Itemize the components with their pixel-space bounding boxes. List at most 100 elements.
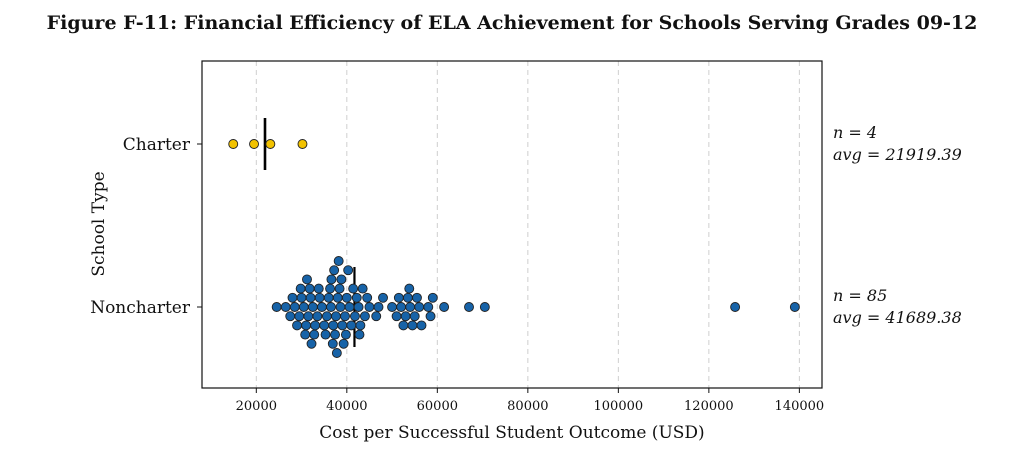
point-noncharter [351,292,362,303]
point-noncharter [300,329,311,340]
point-noncharter [346,320,357,331]
point-noncharter [357,283,368,294]
point-noncharter [405,302,416,312]
point-noncharter [320,329,331,340]
point-noncharter [373,302,384,312]
point-noncharter [340,311,350,322]
point-noncharter [340,329,351,340]
point-noncharter [354,329,365,340]
y-axis-label: School Type [89,171,109,276]
point-noncharter [412,292,422,303]
point-noncharter [338,338,349,349]
point-noncharter [323,292,334,303]
point-noncharter [402,292,413,303]
point-noncharter [730,302,741,312]
point-charter [297,139,308,149]
point-noncharter [285,311,296,322]
point-noncharter [479,302,490,312]
point-noncharter [287,292,298,303]
point-noncharter [328,320,339,331]
point-charter [265,139,276,149]
point-noncharter [336,274,347,285]
point-noncharter [302,274,312,285]
point-noncharter [334,283,345,294]
point-noncharter [289,302,300,312]
point-noncharter [326,302,336,312]
point-noncharter [331,348,342,358]
point-noncharter [280,302,291,312]
point-noncharter [330,329,340,340]
point-charter [228,139,239,149]
point-noncharter [425,311,436,322]
point-noncharter [789,302,800,312]
point-noncharter [396,302,407,312]
annotation-noncharter-avg: avg = 41689.38 [833,308,962,327]
point-noncharter [341,292,352,303]
point-noncharter [407,320,418,331]
point-noncharter [306,338,317,349]
x-tick-label: 140000 [775,399,825,414]
point-charter [249,139,259,149]
point-noncharter [310,320,321,331]
point-noncharter [295,283,306,294]
category-label-noncharter: Noncharter [90,298,191,318]
point-noncharter [427,292,438,303]
x-axis-label: Cost per Successful Student Outcome (USD… [319,423,704,443]
point-noncharter [292,320,302,331]
point-noncharter [332,292,343,303]
point-noncharter [313,283,324,294]
point-noncharter [337,320,348,331]
point-noncharter [316,302,327,312]
point-noncharter [305,292,316,303]
point-noncharter [409,311,420,322]
point-noncharter [329,265,340,276]
annotation-charter-avg: avg = 21919.39 [833,145,962,164]
point-noncharter [298,302,309,312]
point-noncharter [312,311,323,322]
point-noncharter [314,292,325,303]
point-noncharter [404,283,415,294]
point-noncharter [393,292,404,303]
point-noncharter [319,320,330,331]
category-label-charter: Charter [123,135,191,155]
point-noncharter [359,311,370,322]
point-noncharter [350,311,360,322]
point-noncharter [348,283,359,294]
x-tick-label: 80000 [507,399,548,414]
point-noncharter [398,320,409,331]
point-noncharter [271,302,282,312]
point-noncharter [294,311,305,322]
point-noncharter [343,265,354,276]
point-noncharter [364,302,375,312]
category-labels: Charter Noncharter [90,135,202,318]
point-noncharter [327,338,338,349]
point-noncharter [464,302,474,312]
plot-frame [201,60,823,389]
x-tick-label: 120000 [684,399,734,414]
point-noncharter [439,302,450,312]
point-noncharter [301,320,312,331]
point-noncharter [344,302,355,312]
annotations: n = 4 avg = 21919.39 n = 85 avg = 41689.… [833,123,962,327]
point-noncharter [296,292,307,303]
point-noncharter [416,320,427,331]
point-noncharter [325,283,336,294]
point-noncharter [326,274,337,285]
point-noncharter [307,302,318,312]
x-tick-label: 20000 [236,399,277,414]
point-noncharter [378,292,388,303]
point-noncharter [331,311,341,322]
point-noncharter [362,292,373,303]
annotation-charter-n: n = 4 [833,123,877,142]
points-layer [228,139,800,358]
point-noncharter [400,311,411,322]
annotation-noncharter-n: n = 85 [833,286,887,305]
grid-layer [255,61,800,388]
x-ticks: 20000 40000 60000 80000 100000 120000 140000 [236,388,825,414]
point-noncharter [335,302,346,312]
point-noncharter [371,311,382,322]
x-tick-label: 60000 [417,399,458,414]
point-noncharter [304,283,315,294]
chart-title: Figure F-11: Financial Efficiency of ELA… [47,12,978,34]
